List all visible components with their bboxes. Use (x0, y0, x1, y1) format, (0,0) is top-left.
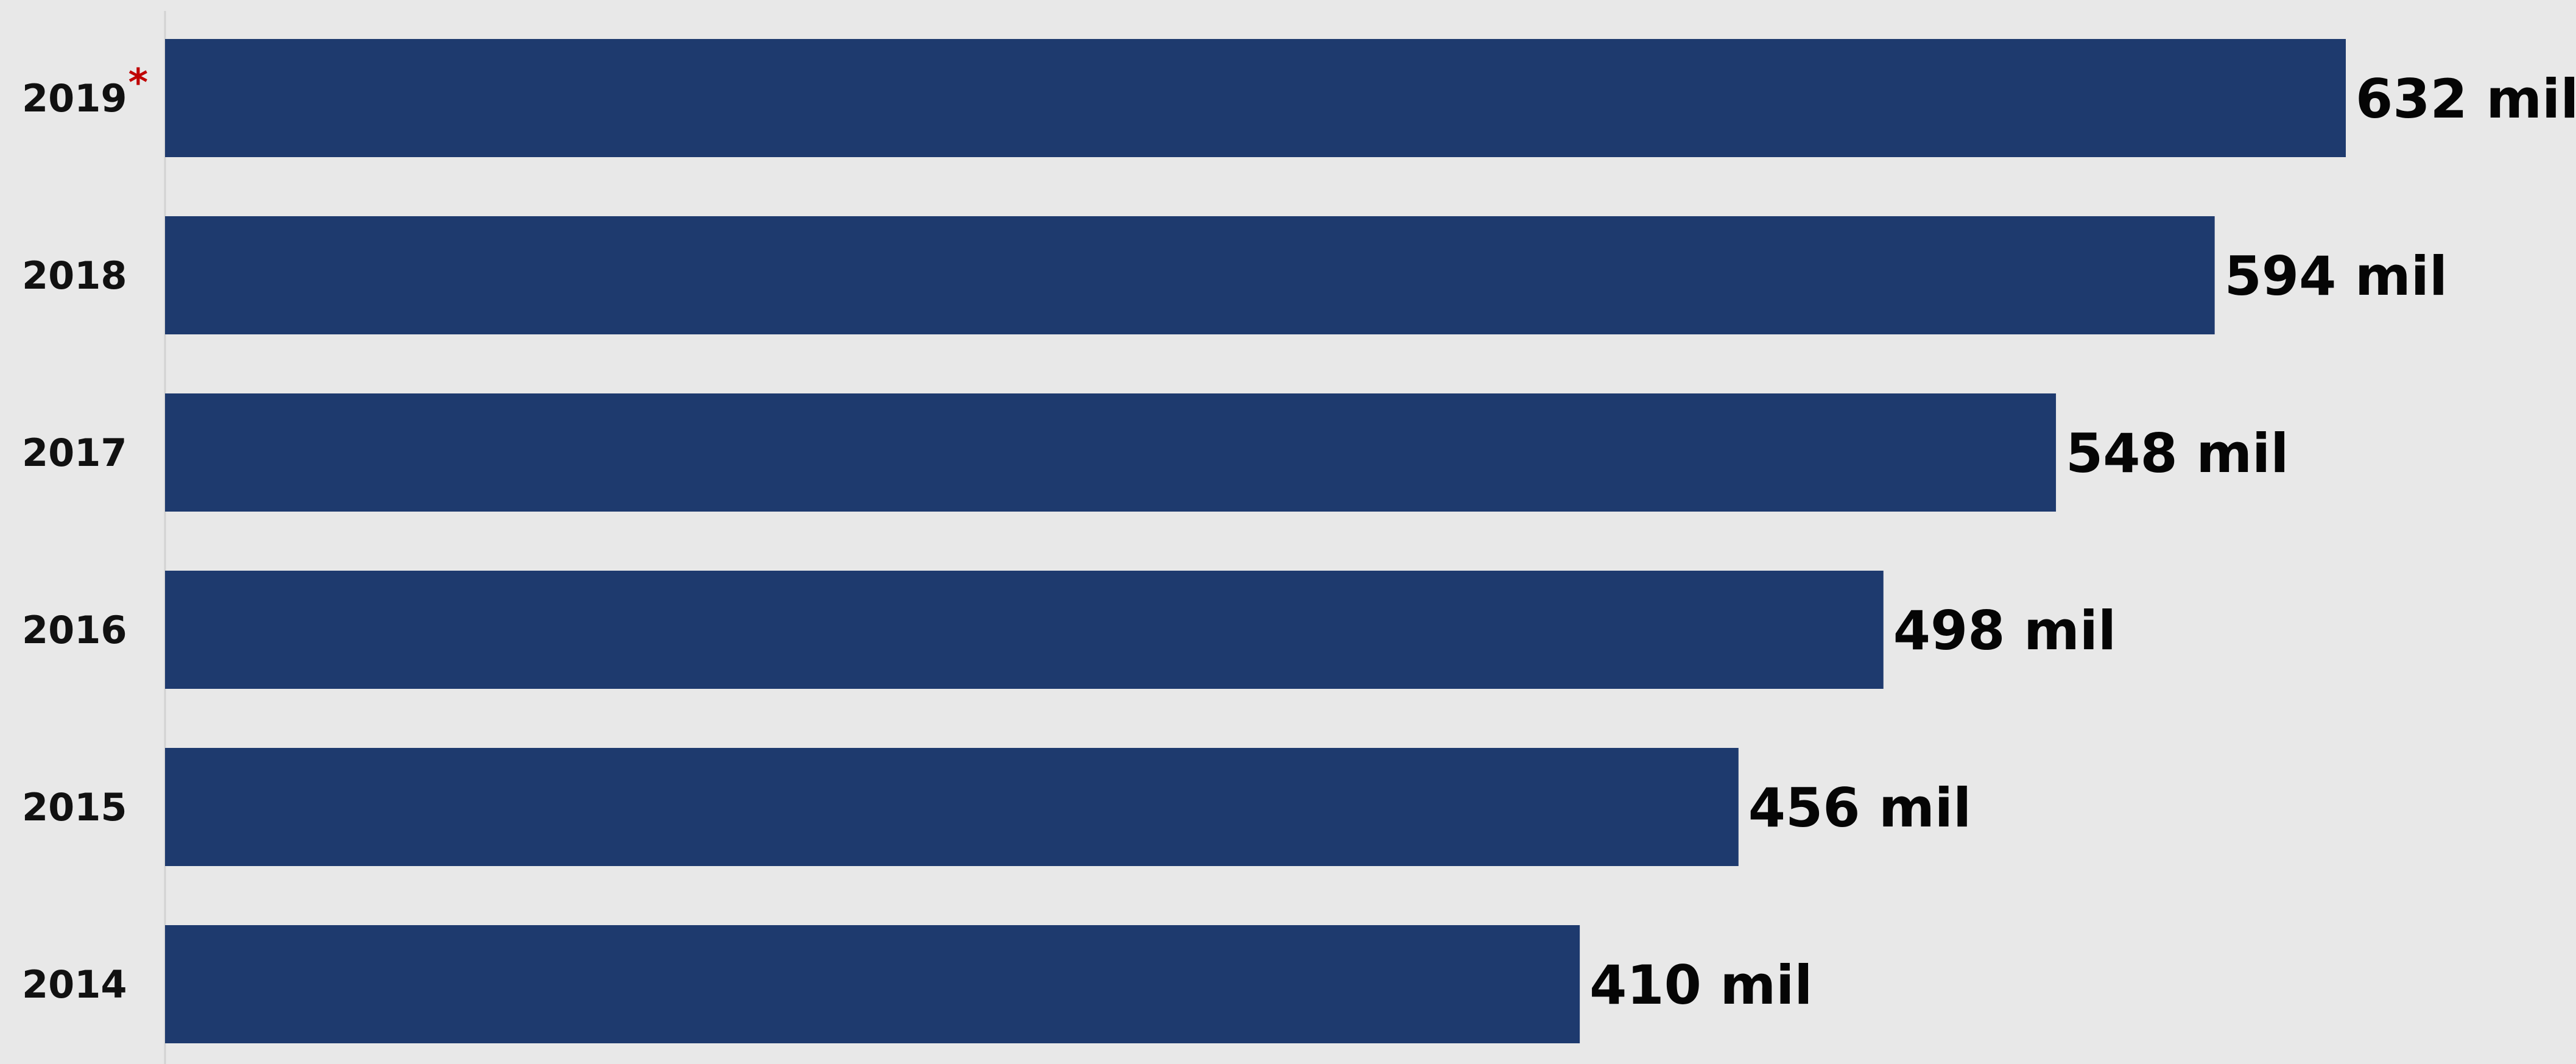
value-label-2015: 456 mil (1748, 777, 1971, 839)
labels-group: 2019 * 632 mil 2018 594 mil 2017 548 mil 2016 49… (22, 60, 2576, 1016)
category-label-2016: 2016 (22, 608, 127, 652)
category-label-2014: 2014 (22, 962, 127, 1007)
bar-2017 (165, 393, 2057, 512)
value-label-2018: 594 mil (2225, 245, 2448, 308)
category-marker-2019: * (128, 60, 148, 105)
category-label-2015: 2015 (22, 785, 127, 830)
category-label-2017: 2017 (22, 431, 127, 475)
bar-2018 (165, 216, 2215, 334)
category-label-2019: 2019 (22, 76, 127, 121)
value-label-2016: 498 mil (1893, 599, 2116, 662)
category-label-2018: 2018 (22, 253, 127, 298)
value-label-2014: 410 mil (1589, 954, 1812, 1016)
bar-2019 (165, 39, 2346, 157)
value-label-2017: 548 mil (2066, 422, 2289, 485)
bar-2015 (165, 748, 1739, 866)
bar-2014 (165, 925, 1580, 1043)
bars-group (165, 39, 2346, 1043)
value-label-2019: 632 mil (2356, 68, 2576, 130)
bar-2016 (165, 571, 1884, 689)
